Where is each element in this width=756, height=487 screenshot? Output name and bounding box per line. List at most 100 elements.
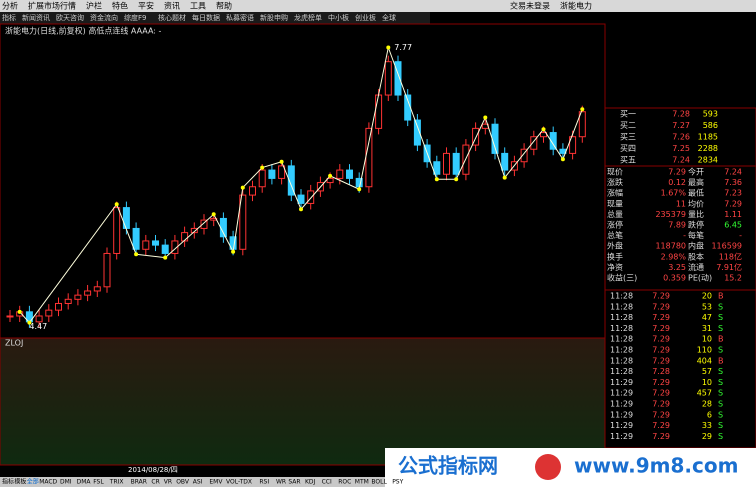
trade-side: B [718,356,724,365]
bottom-tab[interactable]: FSL [93,479,104,486]
trade-price: 7.29 [652,356,670,365]
trade-volume: 28 [702,400,712,409]
bottom-tab[interactable]: CR [151,479,159,486]
trade-side: S [718,410,723,419]
candle [200,219,208,229]
menu-item[interactable]: 分析 [2,1,18,11]
trade-price: 7.29 [652,302,670,311]
menu-item[interactable]: 资讯 [164,1,180,11]
bottom-tab[interactable]: OBV [176,479,190,486]
candle [578,111,586,138]
bottom-tab[interactable]: CCI [322,479,332,486]
quote-label: 总量 [607,209,623,219]
tab[interactable]: 指标 [2,13,16,22]
tab[interactable]: 龙虎榜单 [294,13,322,22]
bottom-tab[interactable]: TRIX [109,479,124,486]
trade-time: 11:28 [610,313,633,322]
bottom-tab[interactable]: VR [164,479,172,486]
tab[interactable]: 新闻资讯 [22,13,50,22]
candle [268,169,276,179]
menu-item[interactable]: 沪栏 [86,1,102,11]
tab[interactable]: 创业板 [355,13,376,22]
tab[interactable]: 全球 [382,13,396,22]
candle [190,227,198,234]
bottom-tab[interactable]: BOLL [371,479,387,486]
candle [394,61,402,96]
bottom-tab[interactable]: ROC [338,479,351,486]
menu-item[interactable]: 特色 [112,1,128,11]
candle [375,94,383,129]
bottom-tab[interactable]: KDJ [305,479,316,486]
candle [93,286,101,292]
menu-item[interactable]: 扩展市场行情 [28,1,76,11]
menu-item[interactable]: 平安 [138,1,154,11]
tab[interactable]: 资金流向 [90,13,118,22]
bottom-tab[interactable]: DMA [77,479,92,486]
trade-price: 7.29 [652,400,670,409]
candle [384,61,392,96]
tab[interactable]: 新股申购 [260,13,288,22]
trade-volume: 57 [702,367,712,376]
menu-item[interactable]: 浙能电力 [560,1,592,11]
watermark-url[interactable]: www.9m8.com [574,454,738,478]
quote-value: 118780 [655,242,686,251]
bottom-tab[interactable]: 模板 [14,478,26,486]
trade-time: 11:28 [610,302,633,311]
candle [326,177,334,184]
bottom-tab[interactable]: PSY [392,479,403,486]
menu-item[interactable]: 帮助 [216,1,232,11]
quote-value: 118亿 [719,251,742,261]
candle [530,136,538,150]
trade-price: 7.29 [652,324,670,333]
bottom-tab[interactable]: MTM [355,479,369,486]
bottom-tab[interactable]: ASI [193,479,203,486]
tab[interactable]: 私募密语 [226,13,254,22]
bottom-tab[interactable]: VOL-TDX [226,479,252,486]
bottom-tab[interactable]: WR [276,479,286,486]
quote-label: 外盘 [607,241,623,251]
order-volume: 2834 [698,156,718,165]
bottom-tab[interactable]: DMI [60,479,72,486]
menu-item[interactable]: 工具 [190,2,206,11]
bottom-tab[interactable]: 全部 [27,478,39,486]
order-label: 买五 [620,156,636,165]
candle [122,207,130,229]
quote-label: 最低 [688,188,704,198]
order-label: 买四 [620,144,636,153]
trade-time: 11:29 [610,400,633,409]
tab[interactable]: 每日数据 [192,13,220,22]
candle [569,136,577,154]
bottom-tab-bar [0,477,385,487]
menu-item[interactable]: 交易未登录 [510,1,550,11]
trade-side: S [718,367,723,376]
bottom-tab[interactable]: BRAR [131,479,147,486]
order-volume: 2288 [698,144,718,153]
pivot [17,309,22,314]
watermark-site[interactable]: 公式指标网 [398,454,498,478]
candle [336,169,344,179]
quote-label: 流通 [688,262,704,272]
bottom-tab[interactable]: 指标 [2,478,14,486]
tab[interactable]: 中小板 [328,13,349,22]
trade-time: 11:29 [610,389,633,398]
trade-time: 11:28 [610,324,633,333]
bottom-tab[interactable]: RSI [259,479,269,486]
trade-volume: 404 [697,356,712,365]
bottom-tab[interactable]: EMV [209,479,223,486]
candle [452,152,460,175]
quote-value: 0.12 [668,178,686,187]
quote-label: PE(动) [688,273,712,283]
quote-label: 现价 [607,168,623,177]
tab[interactable]: 综度F9 [124,13,146,22]
bottom-tab[interactable]: SAR [288,479,300,486]
trade-volume: 110 [697,346,712,355]
tab-bar [0,12,430,24]
quote-value: 7.89 [668,221,686,230]
tab[interactable]: 欧天咨询 [56,13,84,22]
bottom-tab[interactable]: MACD [39,479,57,486]
quote-value: 1.11 [724,210,742,219]
quote-value: 0.359 [663,274,686,283]
candle [501,152,509,171]
trade-time: 11:28 [610,335,633,344]
tab[interactable]: 核心题材 [158,13,186,22]
